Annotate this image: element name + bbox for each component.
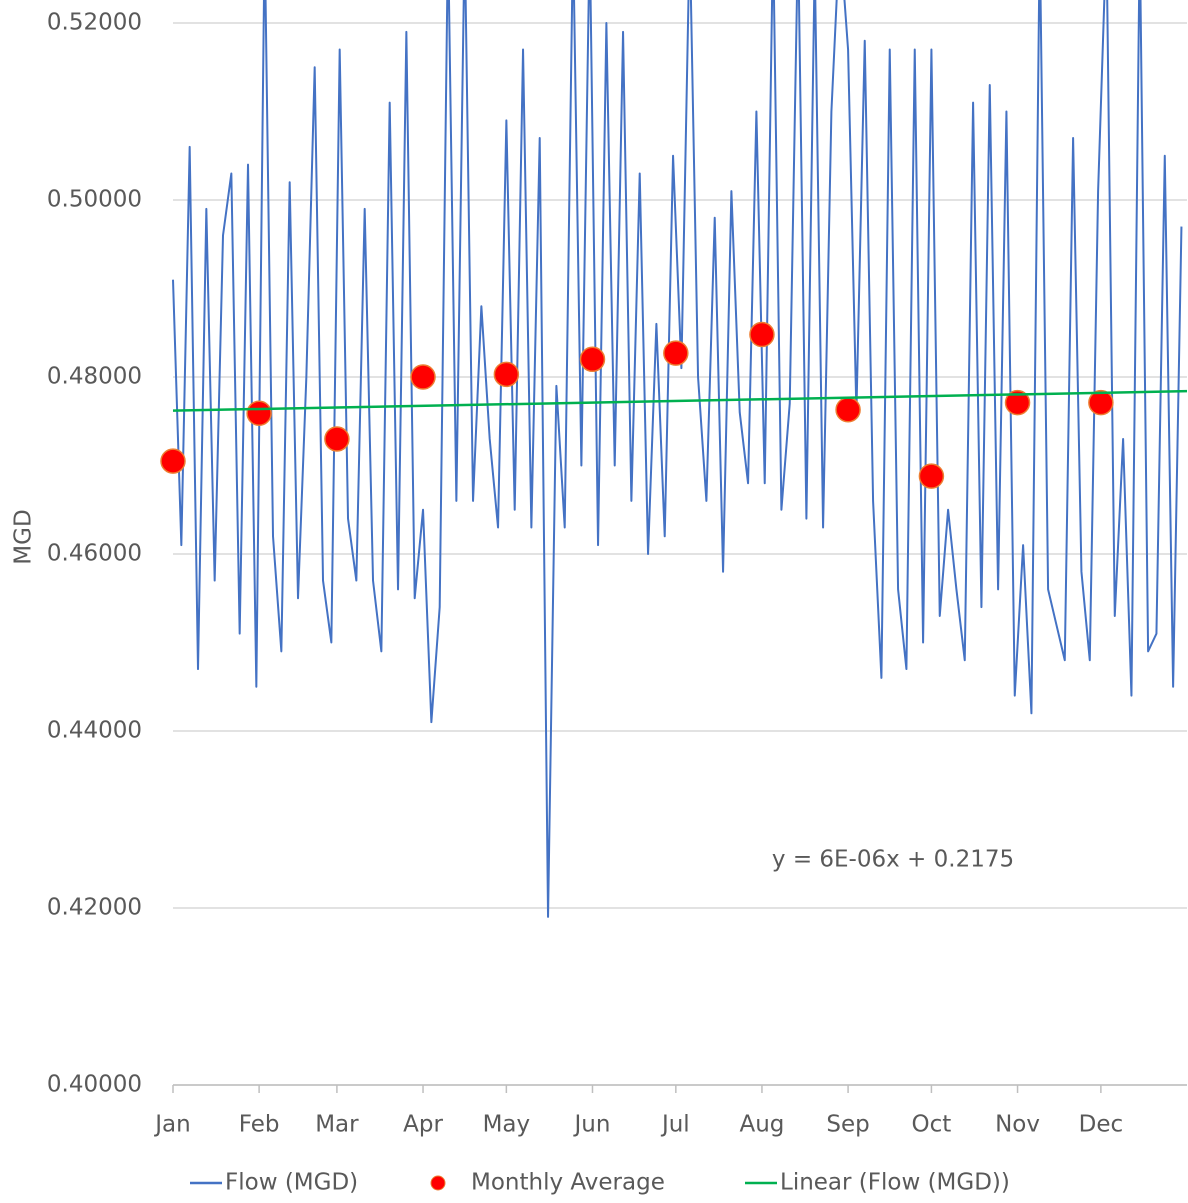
x-tick-label: Feb	[239, 1112, 280, 1138]
y-tick-label: 0.42000	[47, 895, 142, 921]
x-tick-label: Nov	[995, 1112, 1040, 1138]
legend-swatch	[430, 1175, 446, 1191]
y-tick-label: 0.46000	[47, 541, 142, 567]
x-tick-label: Apr	[403, 1112, 443, 1138]
legend-label: Linear (Flow (MGD))	[780, 1170, 1010, 1196]
x-tick-label: Aug	[739, 1112, 784, 1138]
x-tick-label: Mar	[315, 1112, 359, 1138]
average-point	[749, 321, 775, 348]
average-point	[835, 397, 861, 423]
average-point	[324, 426, 350, 452]
series-line	[172, 0, 1183, 918]
x-tick-label: May	[483, 1112, 531, 1138]
legend-label: Monthly Average	[471, 1170, 665, 1196]
x-tick-label: Jan	[153, 1112, 190, 1138]
y-tick-label: 0.44000	[47, 718, 142, 744]
series-line	[172, 389, 1188, 412]
average-point	[1004, 389, 1031, 416]
average-point	[160, 448, 186, 474]
average-point	[246, 400, 272, 427]
x-tick-label: Jul	[660, 1112, 690, 1138]
y-tick-label: 0.52000	[47, 10, 142, 36]
average-point	[410, 364, 436, 390]
trendline-equation: y = 6E-06x + 0.2175	[772, 847, 1014, 873]
x-tick-label: Oct	[912, 1112, 952, 1138]
y-tick-label: 0.50000	[47, 187, 142, 213]
average-point	[579, 346, 606, 373]
x-tick-label: Sep	[826, 1112, 869, 1138]
y-tick-label: 0.48000	[47, 364, 142, 390]
x-tick-label: Dec	[1079, 1112, 1124, 1138]
y-axis-title: MGD	[11, 509, 37, 564]
y-tick-label: 0.40000	[47, 1072, 142, 1098]
x-tick-label: Jun	[573, 1112, 611, 1138]
plot-area	[160, 0, 1188, 918]
average-point	[663, 340, 689, 366]
legend-label: Flow (MGD)	[225, 1170, 358, 1196]
average-point	[1088, 389, 1114, 416]
average-point	[918, 463, 945, 489]
average-point	[493, 361, 520, 388]
